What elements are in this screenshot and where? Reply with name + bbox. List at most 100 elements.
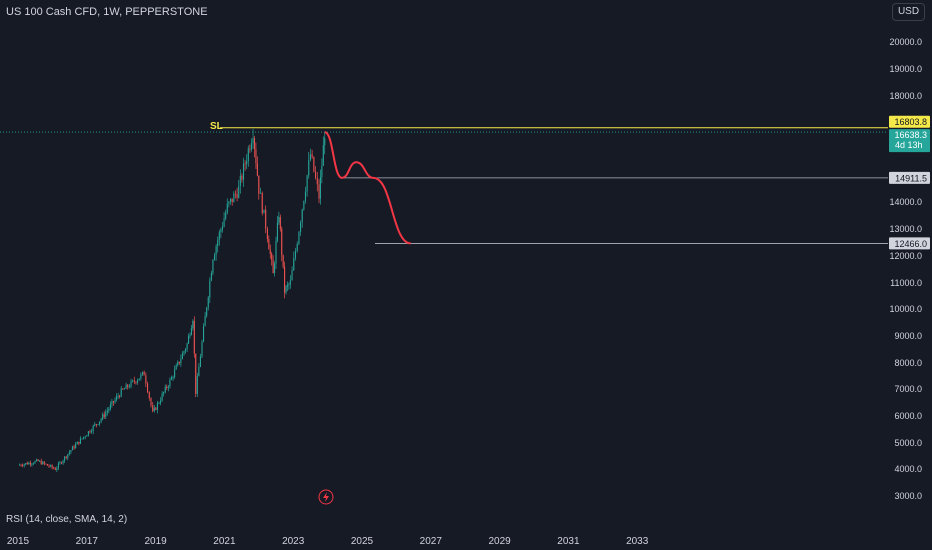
candle-body [198,366,200,377]
candle-body [185,349,187,352]
candle-body [29,462,31,465]
candle-body [266,228,268,240]
candle-body [285,286,287,293]
price-axis-tick: 6000.0 [894,411,922,421]
candle-body [94,424,96,426]
candle-body [278,216,280,223]
currency-button[interactable]: USD [892,3,925,21]
candle-body [145,375,147,384]
last-price-value: 16638.3 [894,130,927,140]
price-axis-tick: 5000.0 [894,438,922,448]
candle-body [166,386,168,388]
candle-body [304,191,307,201]
candle-body [215,246,217,256]
time-axis-tick: 2025 [351,536,374,547]
candle-body [105,412,107,417]
candle-body [22,465,24,467]
candle-body [316,177,318,185]
candle-body [322,145,324,166]
candle-body [238,186,240,198]
candle-body [263,209,265,214]
candle-body [296,243,298,251]
candle-body [258,175,260,194]
symbol-title[interactable]: US 100 Cash CFD, 1W, PEPPERSTONE [6,6,208,18]
candle-body [70,450,72,453]
candle-body [147,383,149,393]
candle-body [112,401,115,403]
candle-body [148,392,150,399]
candle-body [81,438,83,440]
candle-body [57,463,59,468]
time-axis-tick: 2029 [488,536,511,547]
candle-body [28,462,30,465]
candle-body [122,388,124,390]
sl-label: SL [210,121,223,132]
candle-body [220,229,222,233]
candle-body [23,464,25,466]
candle-body [308,160,310,176]
candle-body [231,198,233,203]
candle-body [167,386,169,388]
candle-body [265,209,267,229]
projection-path [324,131,411,245]
candle-body [86,435,88,437]
candle-body [125,384,127,389]
candle-body [164,386,166,393]
candle-body [324,138,326,146]
candle-body [186,343,188,350]
candle-body [172,377,174,378]
candle-body [226,203,228,213]
candle-body [95,424,97,425]
candle-body [209,280,211,298]
price-axis-tick: 7000.0 [894,384,922,394]
candle-body [221,226,224,230]
candle-body [300,222,302,233]
candle-body [128,386,130,388]
candle-body [123,388,126,390]
candle-body [53,467,55,469]
candle-body [180,359,182,364]
candle-body [261,192,263,214]
price-axis-tick: 12000.0 [889,251,922,261]
price-axis-tick: 3000.0 [894,491,922,501]
candle-body [249,148,251,150]
candle-body [272,259,274,274]
candle-body [156,403,158,410]
candle-body [252,138,254,144]
candle-body [37,459,39,462]
candle-body [203,326,205,342]
candle-body [233,193,235,203]
candle-body [71,446,74,451]
candle-body [313,156,315,172]
candle-body [259,192,262,194]
candle-body [158,402,160,404]
candle-body [246,161,248,165]
candle-body [279,216,281,229]
candle-body [48,465,50,467]
candle-body [67,454,69,458]
candle-body [288,284,290,286]
level-price-tag-text: 14911.5 [895,173,927,183]
candle-body [35,459,38,462]
candle-body [268,239,270,250]
rsi-indicator-label[interactable]: RSI (14, close, SMA, 14, 2) [6,514,128,525]
flash-icon[interactable] [318,489,334,505]
candle-body [140,374,142,379]
candle-body [138,378,140,381]
candle-body [34,461,36,464]
candle-body [109,404,111,409]
candle-body [25,462,27,465]
candle-body [133,380,135,382]
candle-body [79,438,81,444]
candle-body [309,154,311,161]
candle-body [20,464,22,466]
price-axis-tick: 20000.0 [889,37,922,47]
candle-body [26,462,28,465]
candle-body [39,460,41,462]
candle-body [106,410,108,413]
horizontal-levels [0,127,888,244]
candle-body [68,452,70,455]
candle-body [286,284,289,287]
candle-body [303,200,305,210]
